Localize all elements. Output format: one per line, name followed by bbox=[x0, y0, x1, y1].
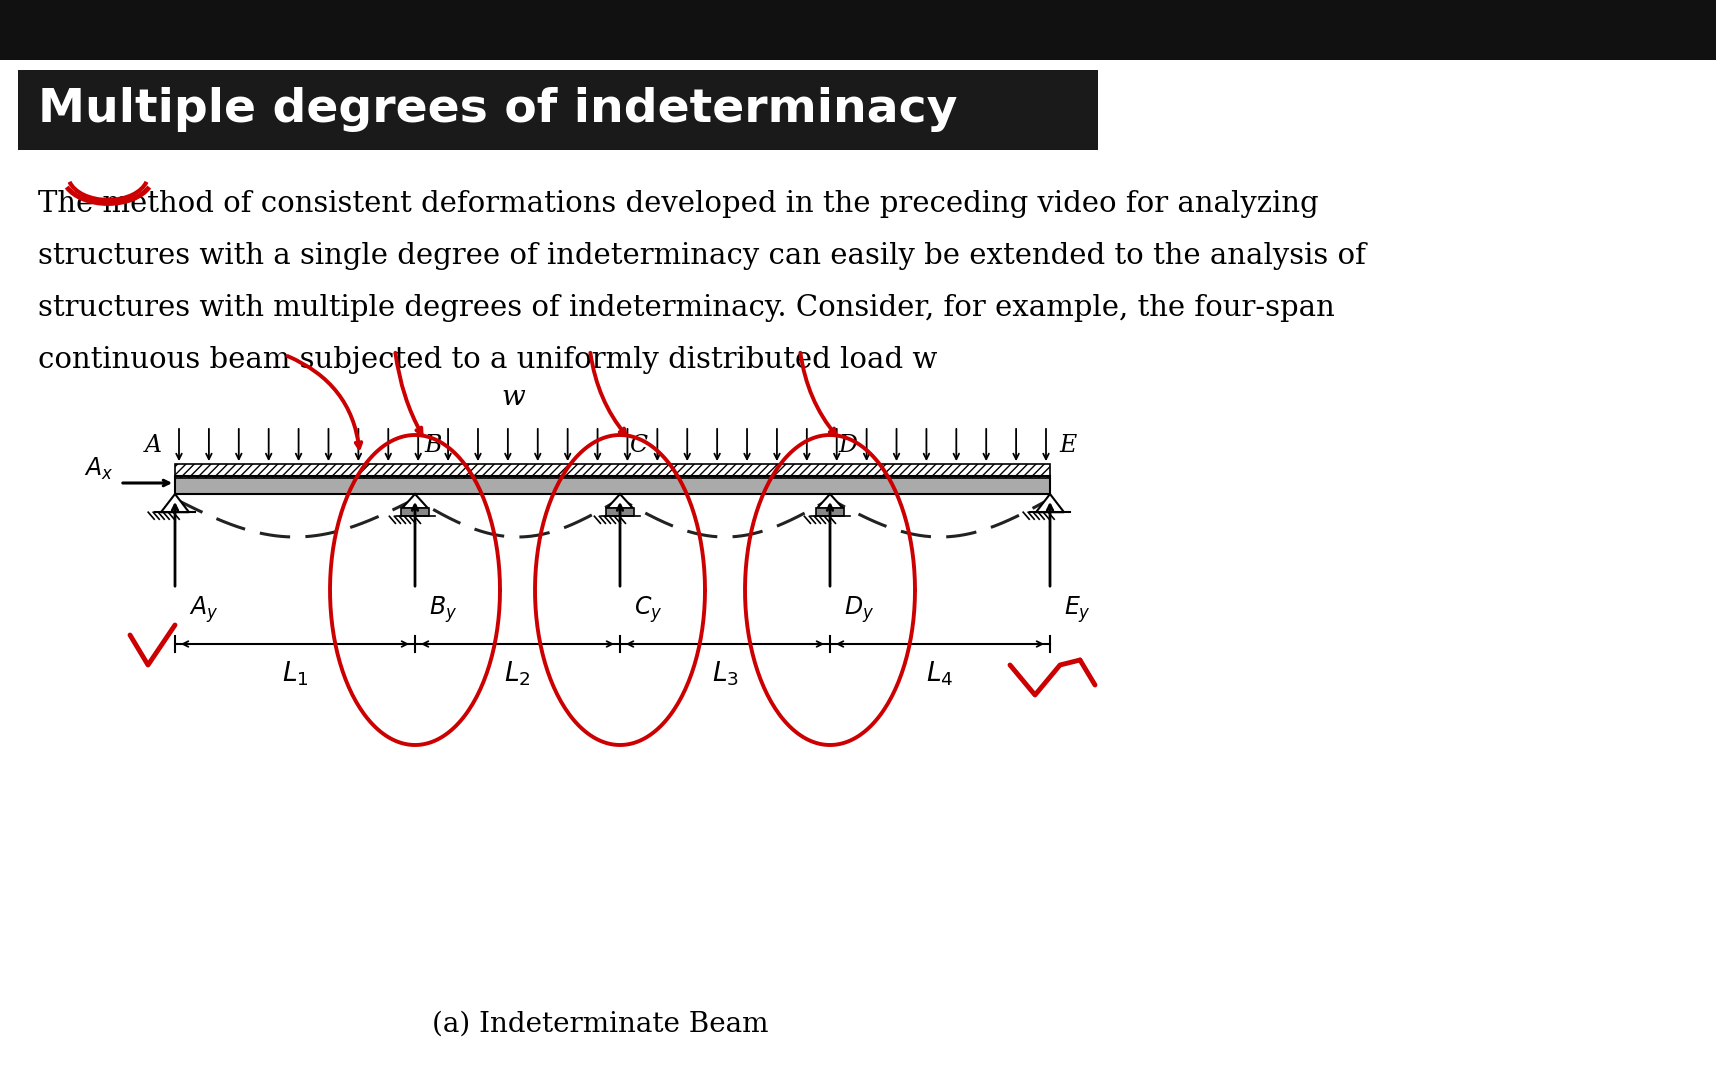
Text: $L_{4}$: $L_{4}$ bbox=[927, 659, 954, 688]
Polygon shape bbox=[1036, 494, 1064, 512]
Text: structures with multiple degrees of indeterminacy. Consider, for example, the fo: structures with multiple degrees of inde… bbox=[38, 294, 1335, 322]
Polygon shape bbox=[817, 494, 843, 509]
Text: $A_x$: $A_x$ bbox=[84, 456, 113, 482]
Text: $C_{y}$: $C_{y}$ bbox=[633, 594, 662, 624]
Text: structures with a single degree of indeterminacy can easily be extended to the a: structures with a single degree of indet… bbox=[38, 242, 1366, 270]
Bar bbox=[17, 70, 1098, 150]
Text: E: E bbox=[1059, 434, 1076, 457]
Text: A: A bbox=[144, 434, 161, 457]
Text: Multiple degrees of indeterminacy: Multiple degrees of indeterminacy bbox=[38, 87, 958, 133]
Bar bbox=[0, 0, 1716, 60]
Text: $L_{3}$: $L_{3}$ bbox=[712, 659, 738, 688]
Text: $E_{y}$: $E_{y}$ bbox=[1064, 594, 1091, 624]
Text: (a) Indeterminate Beam: (a) Indeterminate Beam bbox=[432, 1011, 769, 1038]
Polygon shape bbox=[161, 494, 189, 512]
Text: $L_{2}$: $L_{2}$ bbox=[505, 659, 530, 688]
Text: $D_{y}$: $D_{y}$ bbox=[844, 594, 873, 624]
Text: continuous beam subjected to a uniformly distributed load w: continuous beam subjected to a uniformly… bbox=[38, 346, 937, 374]
Text: w: w bbox=[501, 384, 525, 411]
Text: B: B bbox=[424, 434, 441, 457]
Bar bbox=[175, 464, 1050, 478]
Bar bbox=[402, 509, 429, 516]
Polygon shape bbox=[607, 494, 633, 509]
Text: $A_{y}$: $A_{y}$ bbox=[189, 594, 218, 624]
Polygon shape bbox=[402, 494, 427, 509]
Bar bbox=[175, 476, 1050, 494]
Text: C: C bbox=[630, 434, 647, 457]
Text: D: D bbox=[839, 434, 858, 457]
Text: The method of consistent deformations developed in the preceding video for analy: The method of consistent deformations de… bbox=[38, 190, 1318, 218]
Text: $B_{y}$: $B_{y}$ bbox=[429, 594, 456, 624]
Bar bbox=[815, 509, 844, 516]
Text: $L_{1}$: $L_{1}$ bbox=[281, 659, 309, 688]
Bar bbox=[606, 509, 635, 516]
